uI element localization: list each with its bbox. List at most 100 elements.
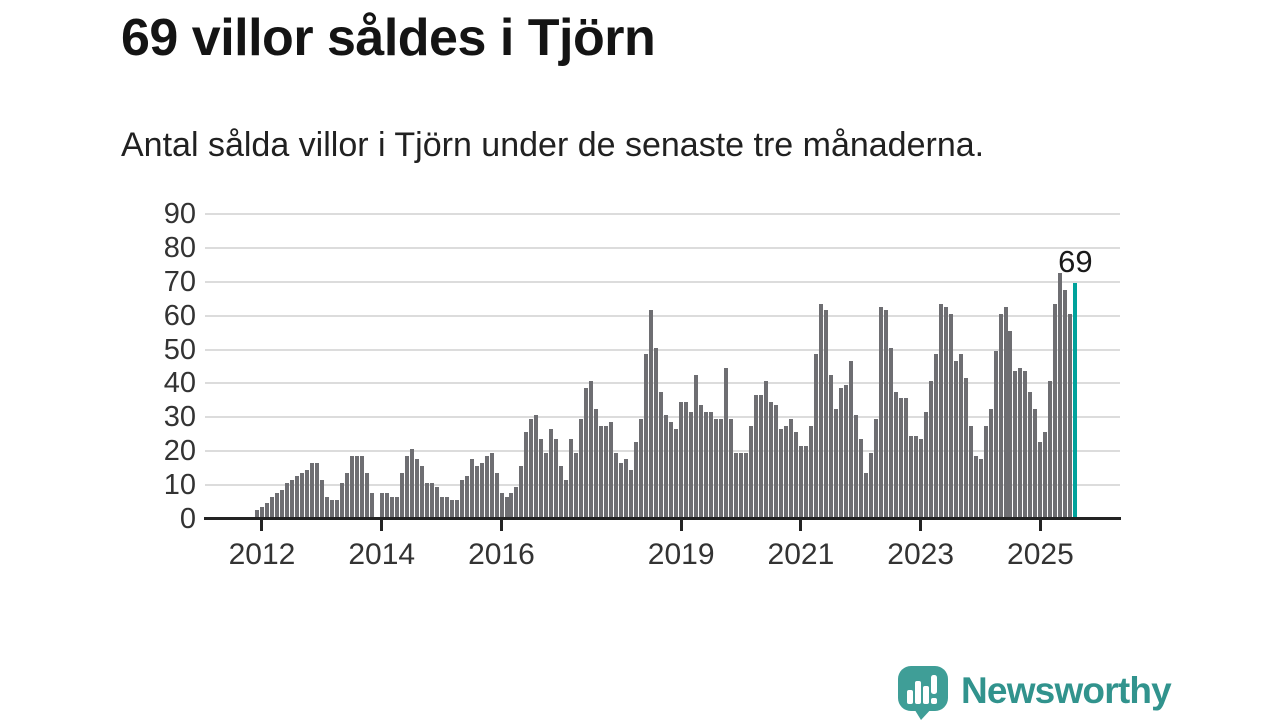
bar	[958, 354, 963, 517]
bar	[813, 354, 818, 517]
x-axis-line	[204, 517, 1121, 520]
bar	[709, 411, 714, 517]
bar	[963, 378, 968, 517]
bar	[838, 388, 843, 517]
bar	[853, 415, 858, 517]
bar	[309, 462, 314, 517]
bar	[279, 489, 284, 517]
x-tick-label: 2019	[647, 538, 715, 571]
bar	[434, 486, 439, 517]
bar	[763, 381, 768, 517]
bar	[793, 432, 798, 517]
chart-subtitle: Antal sålda villor i Tjörn under de sena…	[121, 126, 985, 164]
bar	[724, 367, 729, 517]
bar	[938, 303, 943, 517]
bar	[754, 395, 758, 517]
bar	[888, 347, 893, 517]
bar	[654, 347, 659, 517]
bar	[539, 439, 544, 517]
bar	[454, 500, 459, 517]
x-tick-label: 2021	[767, 538, 835, 571]
bar	[599, 425, 604, 517]
bar	[679, 401, 684, 517]
gridline	[205, 348, 1120, 351]
bar	[579, 418, 584, 517]
bar	[494, 472, 499, 517]
bar	[619, 462, 624, 517]
bar	[908, 435, 913, 517]
bar	[1008, 330, 1013, 517]
bar	[699, 405, 704, 517]
bar	[778, 428, 783, 517]
gridline	[205, 213, 1120, 215]
bar	[544, 452, 549, 517]
bar	[1028, 391, 1033, 517]
bar	[294, 476, 299, 517]
y-tick-label: 40	[163, 367, 196, 400]
bar	[649, 310, 654, 517]
bar	[379, 493, 384, 517]
bar	[704, 411, 709, 517]
bar	[744, 452, 749, 517]
gridline	[205, 314, 1120, 317]
bar	[564, 479, 569, 517]
gridline	[205, 280, 1120, 283]
y-tick-label: 90	[163, 198, 196, 230]
bar	[469, 459, 474, 517]
chart-headline: 69 villor såldes i Tjörn	[121, 9, 656, 67]
newsworthy-logo: Newsworthy	[895, 663, 1172, 720]
bar	[474, 466, 479, 517]
bar	[739, 452, 744, 517]
bar	[269, 496, 274, 517]
bar	[549, 428, 554, 517]
bar	[344, 472, 349, 517]
bar	[639, 418, 644, 517]
bar-chart: 69 0 10 20 30 40 50 60 70 80 90 2012 2014 2016 2019 20…	[163, 198, 1121, 571]
bar	[803, 445, 808, 517]
bar	[714, 418, 719, 517]
bar	[414, 459, 419, 517]
y-tick-label: 10	[163, 469, 196, 502]
bar	[684, 401, 689, 517]
bar	[444, 496, 449, 517]
bar	[624, 459, 629, 517]
x-tick	[799, 520, 803, 531]
x-tick-label: 2025	[1007, 538, 1074, 571]
bar	[324, 496, 329, 517]
bar	[534, 415, 539, 517]
bar	[798, 445, 803, 517]
bar	[255, 510, 259, 517]
bar	[319, 479, 324, 517]
bar	[1068, 313, 1073, 517]
bar	[284, 483, 289, 517]
bar	[329, 500, 334, 517]
bar	[264, 503, 269, 517]
chart-speech-bubble-icon	[898, 665, 948, 720]
bar	[429, 483, 434, 517]
bar	[399, 472, 404, 517]
bar	[1058, 273, 1063, 517]
bar	[359, 456, 364, 517]
bar	[1003, 306, 1008, 517]
bar	[878, 306, 883, 517]
bar	[953, 361, 958, 517]
bar	[389, 496, 394, 517]
bar	[918, 439, 923, 517]
bar	[1048, 381, 1053, 517]
bar	[504, 496, 509, 517]
bar	[1033, 408, 1038, 517]
bar	[758, 395, 763, 517]
x-tick	[260, 520, 264, 531]
bar	[354, 456, 359, 517]
bar	[903, 398, 908, 517]
y-tick-label: 0	[179, 503, 196, 535]
x-tick	[919, 520, 923, 531]
bar	[1038, 442, 1043, 517]
bar	[524, 432, 529, 517]
bar	[998, 313, 1003, 517]
bar	[1013, 371, 1018, 517]
bar	[299, 472, 304, 517]
bar	[828, 374, 833, 517]
logo-wordmark: Newsworthy	[961, 670, 1172, 711]
bar	[529, 418, 534, 517]
